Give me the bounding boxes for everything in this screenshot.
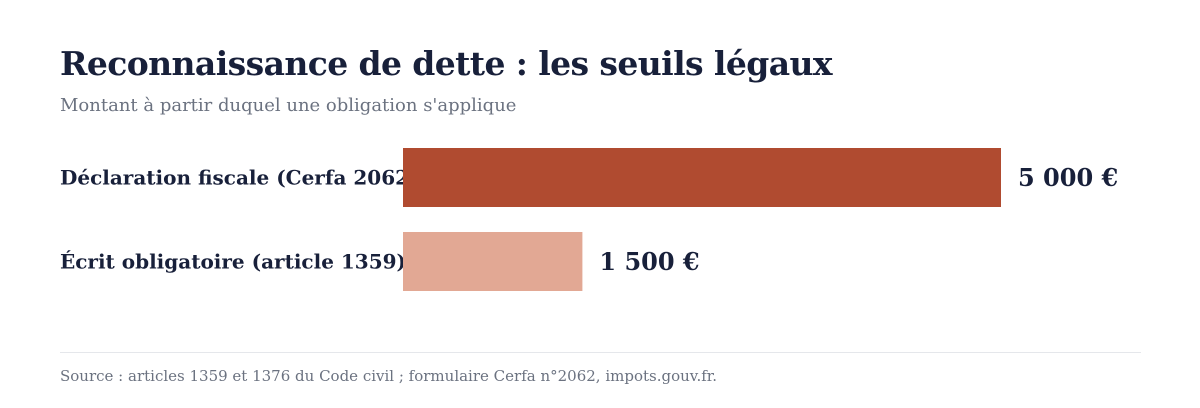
- bar-chart: Déclaration fiscale (Cerfa 2062) 5 000 € É…: [60, 148, 1118, 291]
- chart-title: Reconnaissance de dette : les seuils lég…: [60, 44, 833, 83]
- category-label: Déclaration fiscale (Cerfa 2062): [60, 166, 419, 190]
- footer-divider: [60, 352, 1141, 353]
- source-note: Source : articles 1359 et 1376 du Code c…: [60, 367, 718, 385]
- value-label: 1 500 €: [599, 247, 699, 276]
- bar: [403, 232, 583, 291]
- category-label: Écrit obligatoire (article 1359): [60, 250, 406, 274]
- bar: [403, 148, 1001, 207]
- value-label: 5 000 €: [1018, 163, 1118, 192]
- chart-subtitle: Montant à partir duquel une obligation s…: [60, 95, 517, 116]
